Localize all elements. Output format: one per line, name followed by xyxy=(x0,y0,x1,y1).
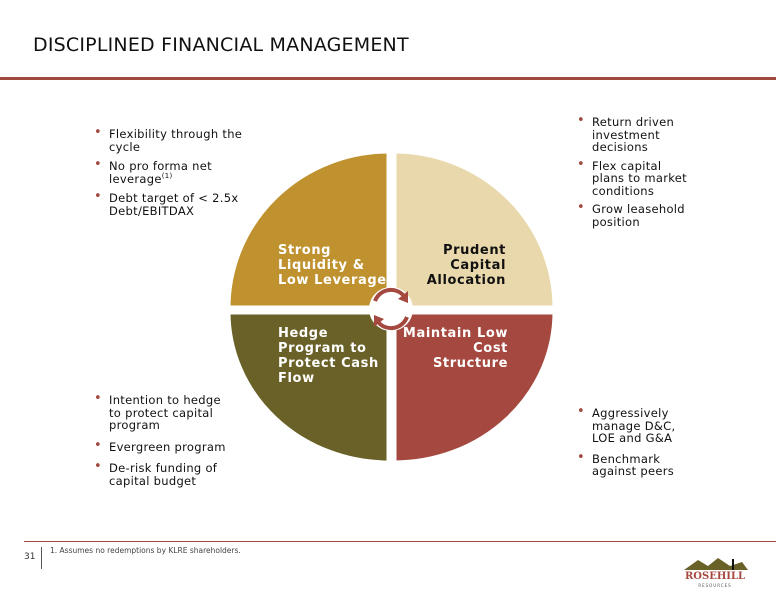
quadrant-bottom-left xyxy=(225,309,392,466)
list-item: No pro forma net leverage(1) xyxy=(93,159,253,185)
bullets-bottom-left: Intention to hedge to protect capital pr… xyxy=(93,393,233,496)
svg-text:RESOURCES: RESOURCES xyxy=(698,583,731,588)
list-item: Return driven investment decisions xyxy=(576,115,696,154)
footnote-marker: (1) xyxy=(161,171,173,180)
quadrant-label-top-left: Strong Liquidity & Low Leverage xyxy=(278,243,387,288)
bullets-bottom-right: Aggressively manage D&C, LOE and G&A Ben… xyxy=(576,406,696,486)
svg-text:ROSEHILL: ROSEHILL xyxy=(685,571,745,582)
list-item: Aggressively manage D&C, LOE and G&A xyxy=(576,406,696,445)
title-divider xyxy=(0,77,776,80)
list-item: Flexibility through the cycle xyxy=(93,127,253,153)
quadrant-label-bottom-left: Hedge Program to Protect Cash Flow xyxy=(278,326,379,386)
page-number: 31 xyxy=(24,552,36,562)
list-item: Flex capital plans to market conditions xyxy=(576,159,696,198)
quadrant-label-top-right: Prudent Capital Allocation xyxy=(426,243,506,288)
page-number-separator xyxy=(41,547,42,569)
rosehill-logo: ROSEHILL RESOURCES xyxy=(680,558,750,588)
quadrant-top-right xyxy=(391,148,558,311)
page-title: DISCIPLINED FINANCIAL MANAGEMENT xyxy=(33,34,409,56)
bullets-top-right: Return driven investment decisions Flex … xyxy=(576,115,696,234)
list-item: Intention to hedge to protect capital pr… xyxy=(93,393,233,432)
list-item: Benchmark against peers xyxy=(576,452,696,478)
footer-divider xyxy=(24,541,776,542)
quadrant-label-bottom-right: Maintain Low Cost Structure xyxy=(402,326,508,371)
list-item: Evergreen program xyxy=(93,440,233,454)
cycle-arrows-icon xyxy=(369,287,413,331)
list-item: De-risk funding of capital budget xyxy=(93,461,233,487)
list-item: Grow leasehold position xyxy=(576,202,696,228)
footnote: 1. Assumes no redemptions by KLRE shareh… xyxy=(50,546,241,555)
bullets-top-left: Flexibility through the cycle No pro for… xyxy=(93,127,253,224)
list-item: Debt target of < 2.5x Debt/EBITDAX xyxy=(93,191,253,217)
quadrant-bottom-right xyxy=(391,309,558,466)
quadrant-top-left xyxy=(225,148,392,311)
